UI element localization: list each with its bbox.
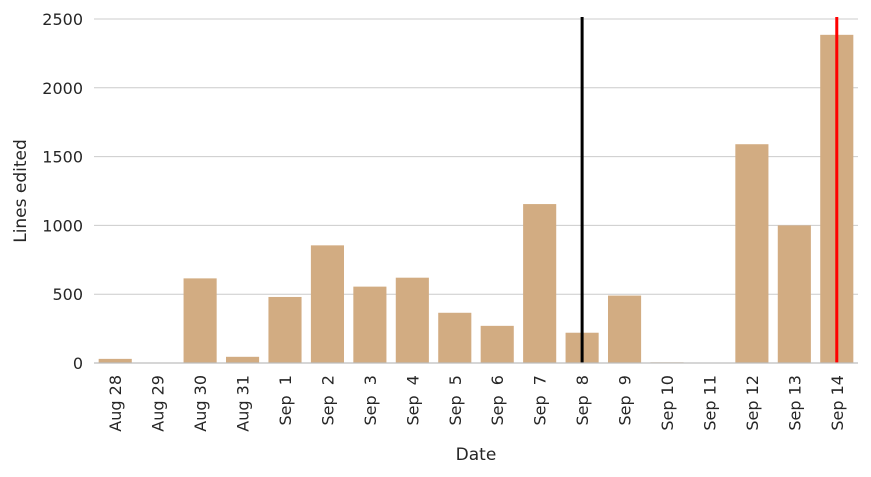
bar — [268, 296, 302, 363]
x-tick-label: Sep 12 — [743, 375, 762, 431]
bar — [98, 358, 132, 363]
x-tick-label: Aug 30 — [191, 375, 210, 432]
x-tick-label: Sep 6 — [488, 375, 507, 426]
bar — [226, 356, 260, 363]
bar — [523, 204, 557, 363]
y-tick-label: 2500 — [42, 10, 83, 29]
x-tick-label: Aug 28 — [106, 375, 125, 432]
x-tick-label: Sep 2 — [318, 375, 337, 426]
y-axis-title: Lines edited — [11, 139, 31, 243]
x-tick-label: Sep 7 — [531, 375, 550, 426]
grid-lines — [94, 18, 858, 295]
x-axis-title: Date — [456, 445, 497, 465]
x-tick-label: Sep 9 — [616, 375, 635, 426]
x-tick-label: Sep 4 — [403, 375, 422, 426]
y-tick-label: 2000 — [42, 79, 83, 98]
x-tick-label: Sep 5 — [446, 375, 465, 426]
x-tick-labels: Aug 28 Aug 29 Aug 30 Aug 31 Sep 1 Sep 2 Sep 3 S… — [106, 375, 847, 432]
bars — [98, 34, 854, 363]
y-tick-label: 500 — [52, 285, 83, 304]
x-tick-label: Sep 3 — [361, 375, 380, 426]
x-tick-label: Sep 11 — [700, 375, 719, 431]
bar — [310, 245, 344, 363]
x-tick-label: Sep 8 — [573, 375, 592, 426]
bar — [608, 295, 642, 363]
y-tick-label: 0 — [73, 354, 83, 373]
marker-lines — [580, 17, 839, 363]
x-tick-label: Sep 1 — [276, 375, 295, 426]
bar — [480, 325, 514, 363]
bar — [777, 225, 811, 363]
y-tick-label: 1500 — [42, 148, 83, 167]
bar — [353, 286, 387, 363]
y-tick-label: 1000 — [42, 216, 83, 235]
x-tick-label: Sep 14 — [828, 375, 847, 431]
bar — [183, 278, 217, 363]
bar — [735, 144, 769, 363]
x-tick-label: Aug 29 — [149, 375, 168, 432]
y-tick-labels: 0 500 1000 1500 2000 2500 — [42, 10, 83, 373]
x-tick-label: Aug 31 — [234, 375, 253, 432]
x-tick-label: Sep 10 — [658, 375, 677, 431]
bar — [395, 277, 429, 363]
x-tick-label: Sep 13 — [785, 375, 804, 431]
bar — [438, 312, 472, 363]
